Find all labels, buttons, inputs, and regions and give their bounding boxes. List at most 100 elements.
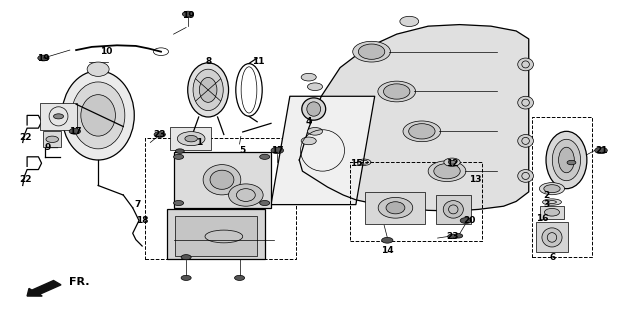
Ellipse shape [518,134,534,147]
Bar [43,131,61,147]
Circle shape [544,208,559,216]
Bar [175,216,257,256]
Ellipse shape [199,77,217,102]
Text: 17: 17 [69,127,81,136]
Ellipse shape [400,16,419,27]
Text: 9: 9 [45,143,51,152]
Ellipse shape [302,98,326,120]
Text: 15: 15 [350,159,362,168]
Text: 2: 2 [543,190,549,200]
Ellipse shape [546,131,587,189]
Text: 23: 23 [154,130,166,139]
FancyArrow shape [27,281,61,296]
Ellipse shape [444,201,463,218]
Bar [536,222,568,252]
Ellipse shape [386,202,405,214]
Ellipse shape [203,164,241,195]
Text: 1: 1 [195,138,202,147]
Text: 19: 19 [37,53,50,62]
Text: 14: 14 [381,246,394,255]
Ellipse shape [539,183,564,195]
Ellipse shape [358,44,385,59]
Circle shape [185,135,197,142]
Ellipse shape [81,95,115,136]
Circle shape [444,158,460,166]
Bar [437,195,471,224]
Text: 12: 12 [446,159,458,168]
Bar [171,126,211,150]
Circle shape [181,255,191,260]
Ellipse shape [544,185,560,193]
Text: 5: 5 [239,146,246,155]
Ellipse shape [62,71,134,160]
Circle shape [69,128,81,134]
Circle shape [54,114,64,119]
Circle shape [301,137,316,145]
Ellipse shape [193,69,223,111]
Bar [540,205,564,219]
Ellipse shape [518,96,534,109]
Text: 13: 13 [469,175,481,184]
Circle shape [154,132,166,137]
Ellipse shape [428,161,466,181]
Circle shape [260,154,270,159]
Ellipse shape [378,197,413,218]
Circle shape [460,218,471,223]
Circle shape [307,83,323,91]
Ellipse shape [518,170,534,182]
Text: 17: 17 [271,146,284,155]
Circle shape [181,275,191,280]
Text: 20: 20 [463,216,475,225]
Polygon shape [299,25,529,211]
Ellipse shape [518,58,534,71]
Text: 10: 10 [100,47,113,56]
Ellipse shape [553,139,581,181]
Text: 11: 11 [252,57,265,66]
Ellipse shape [353,41,391,62]
Text: 7: 7 [135,200,141,209]
Text: 4: 4 [306,117,312,126]
Circle shape [175,149,184,153]
Text: 8: 8 [205,57,211,66]
Circle shape [448,234,457,239]
Circle shape [38,55,49,61]
Bar [168,209,265,259]
Circle shape [382,237,393,243]
Ellipse shape [307,102,321,116]
Ellipse shape [229,184,263,206]
Text: 23: 23 [446,232,458,241]
Circle shape [271,147,284,154]
Circle shape [301,73,316,81]
Ellipse shape [71,82,125,149]
Ellipse shape [378,81,416,102]
Ellipse shape [542,228,562,247]
Circle shape [46,136,59,142]
Ellipse shape [384,84,410,99]
Text: 6: 6 [549,253,556,262]
Text: 22: 22 [20,133,32,142]
Circle shape [567,160,576,165]
Ellipse shape [409,124,435,139]
Text: 22: 22 [20,175,32,184]
Circle shape [177,132,205,146]
Circle shape [454,234,462,238]
Text: FR.: FR. [69,277,89,287]
Circle shape [307,127,323,135]
Circle shape [182,11,193,17]
Bar [40,103,77,130]
Text: 16: 16 [536,214,549,223]
Text: 18: 18 [136,216,149,225]
Circle shape [595,147,607,154]
Ellipse shape [188,63,229,117]
Text: 3: 3 [543,200,549,209]
Ellipse shape [403,121,441,142]
Bar [365,192,425,224]
Text: 21: 21 [595,146,607,155]
Polygon shape [271,96,375,204]
Ellipse shape [542,199,561,205]
Ellipse shape [210,170,234,189]
Ellipse shape [87,62,109,76]
Circle shape [173,154,183,159]
Text: 19: 19 [181,11,194,20]
Ellipse shape [434,164,460,179]
